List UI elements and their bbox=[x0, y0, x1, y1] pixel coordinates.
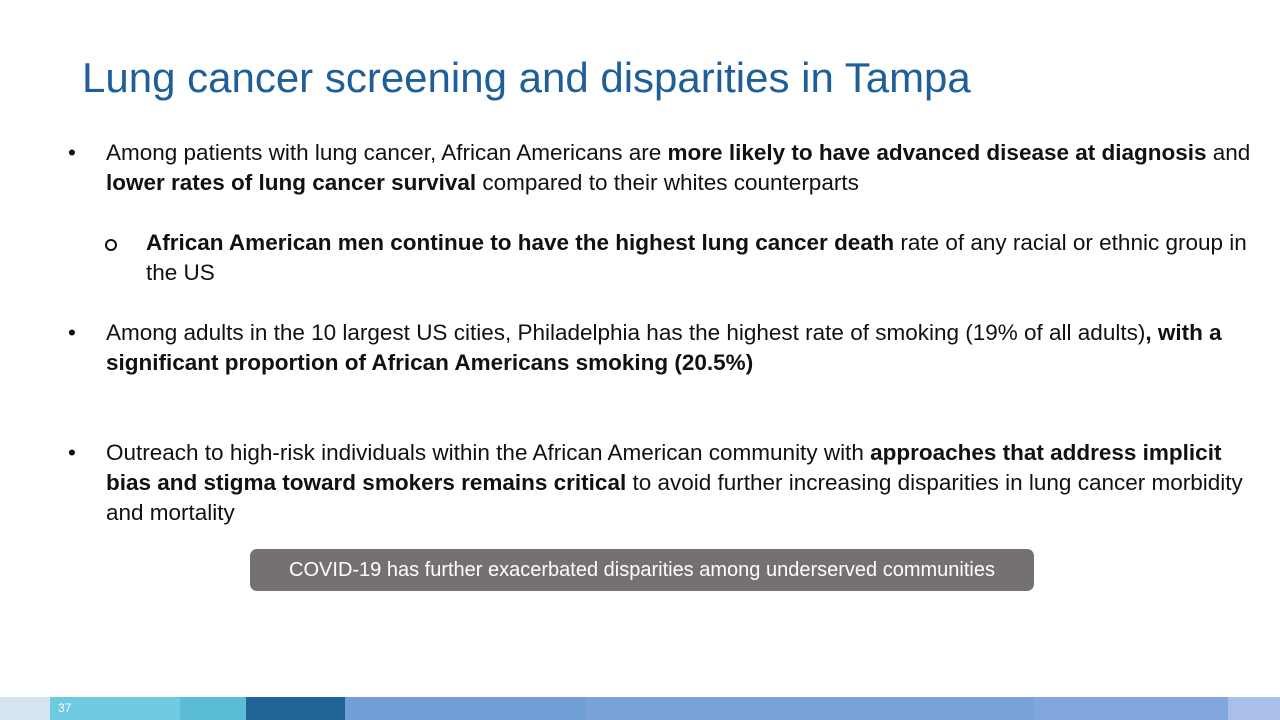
bold-text: lower rates of lung cancer survival bbox=[106, 170, 477, 195]
bold-text: African American men continue to have th… bbox=[146, 230, 895, 255]
bullet: • Among adults in the 10 largest US citie… bbox=[68, 318, 1256, 378]
bullet: • Among patients with lung cancer, Africa… bbox=[68, 138, 1256, 198]
bold-text: more likely to have advanced disease at … bbox=[667, 140, 1207, 165]
bullet-symbol: • bbox=[68, 320, 76, 345]
text: compared to their whites counterparts bbox=[476, 170, 859, 195]
slide-title: Lung cancer screening and disparities in… bbox=[82, 54, 971, 101]
footer-bar bbox=[0, 697, 1280, 720]
bullet-symbol: • bbox=[68, 140, 76, 165]
bullet-symbol bbox=[105, 239, 117, 251]
footer-segment bbox=[180, 697, 246, 720]
text: and bbox=[1206, 140, 1251, 165]
bullet: African American men continue to have th… bbox=[105, 228, 1256, 288]
bold-text: approaches that address implicit bias an… bbox=[106, 440, 1222, 495]
footer-segment bbox=[1228, 697, 1280, 720]
callout: COVID-19 has further exacerbated dispari… bbox=[250, 549, 1034, 591]
text: Among adults in the 10 largest US cities… bbox=[106, 320, 1146, 345]
bullet-symbol: • bbox=[68, 440, 76, 465]
text: to avoid further increasing disparities … bbox=[106, 470, 1243, 525]
footer-segment bbox=[50, 697, 180, 720]
footer-segment bbox=[345, 697, 585, 720]
text: rate of any racial or ethnic group in th… bbox=[146, 230, 1247, 285]
bullet: • Outreach to high-risk individuals withi… bbox=[68, 438, 1256, 528]
text: Among patients with lung cancer, African… bbox=[106, 140, 668, 165]
footer-segment bbox=[1033, 697, 1228, 720]
footer-segment bbox=[0, 697, 50, 720]
footer-segment bbox=[585, 697, 1033, 720]
footer-segment bbox=[246, 697, 345, 720]
text: Outreach to high-risk individuals within… bbox=[106, 440, 871, 465]
bold-text: , with a significant proportion of Afric… bbox=[106, 320, 1222, 375]
slide-number: 37 bbox=[58, 701, 72, 715]
